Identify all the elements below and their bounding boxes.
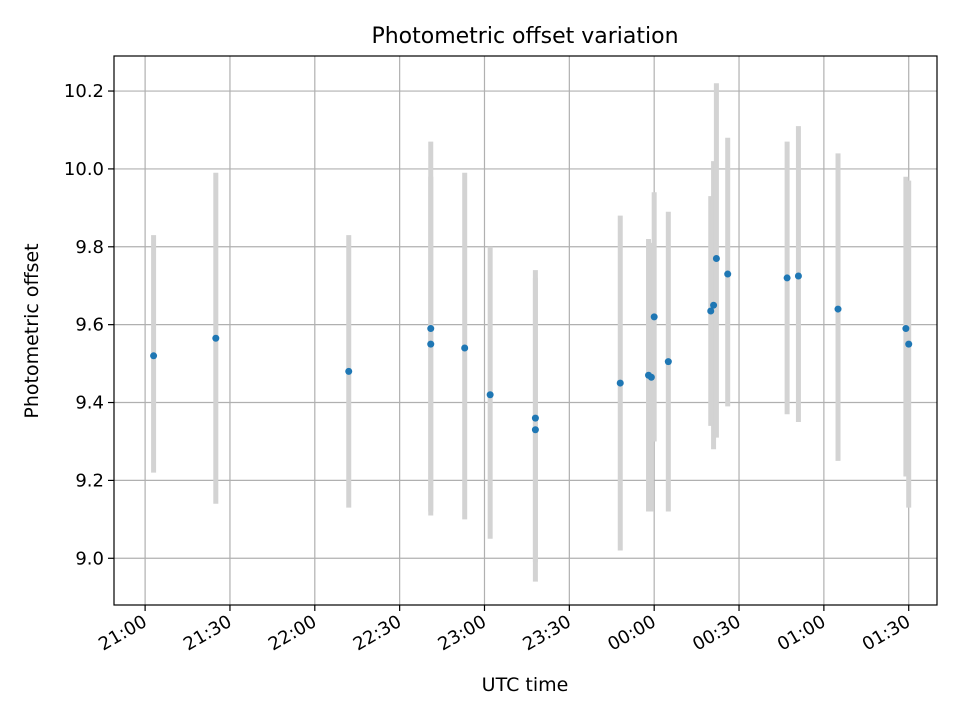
data-point: [664, 358, 672, 366]
y-tick-label: 10.0: [64, 159, 104, 180]
data-points: [150, 254, 913, 434]
y-tick-label: 10.2: [64, 81, 104, 102]
data-point: [834, 305, 842, 313]
y-tick-label: 9.4: [75, 393, 104, 414]
data-point: [647, 373, 655, 381]
data-point: [650, 313, 658, 321]
x-axis-label: UTC time: [482, 674, 569, 696]
data-point: [902, 325, 910, 333]
data-point: [486, 391, 494, 399]
y-tick-label: 9.8: [75, 237, 104, 258]
data-point: [531, 414, 539, 422]
data-point: [794, 272, 802, 280]
data-point: [616, 379, 624, 387]
data-point: [531, 426, 539, 434]
data-point: [345, 367, 353, 375]
data-point: [427, 340, 435, 348]
data-point: [724, 270, 732, 278]
chart-title: Photometric offset variation: [371, 24, 678, 49]
plot-frame: [113, 55, 938, 606]
data-point: [461, 344, 469, 352]
y-axis-label: Photometric offset: [21, 243, 43, 418]
y-tick-label: 9.2: [75, 470, 104, 491]
data-point: [783, 274, 791, 282]
y-tick-label: 9.0: [75, 548, 104, 569]
data-point: [905, 340, 913, 348]
data-point: [707, 307, 715, 315]
data-point: [427, 325, 435, 333]
data-point: [710, 301, 718, 309]
data-point: [212, 334, 220, 342]
y-axis: 9.0 9.2 9.4 9.6 9.8 10.0 10.2: [64, 81, 114, 569]
data-point: [712, 254, 720, 262]
y-tick-label: 9.6: [75, 315, 104, 336]
data-point: [150, 352, 158, 360]
